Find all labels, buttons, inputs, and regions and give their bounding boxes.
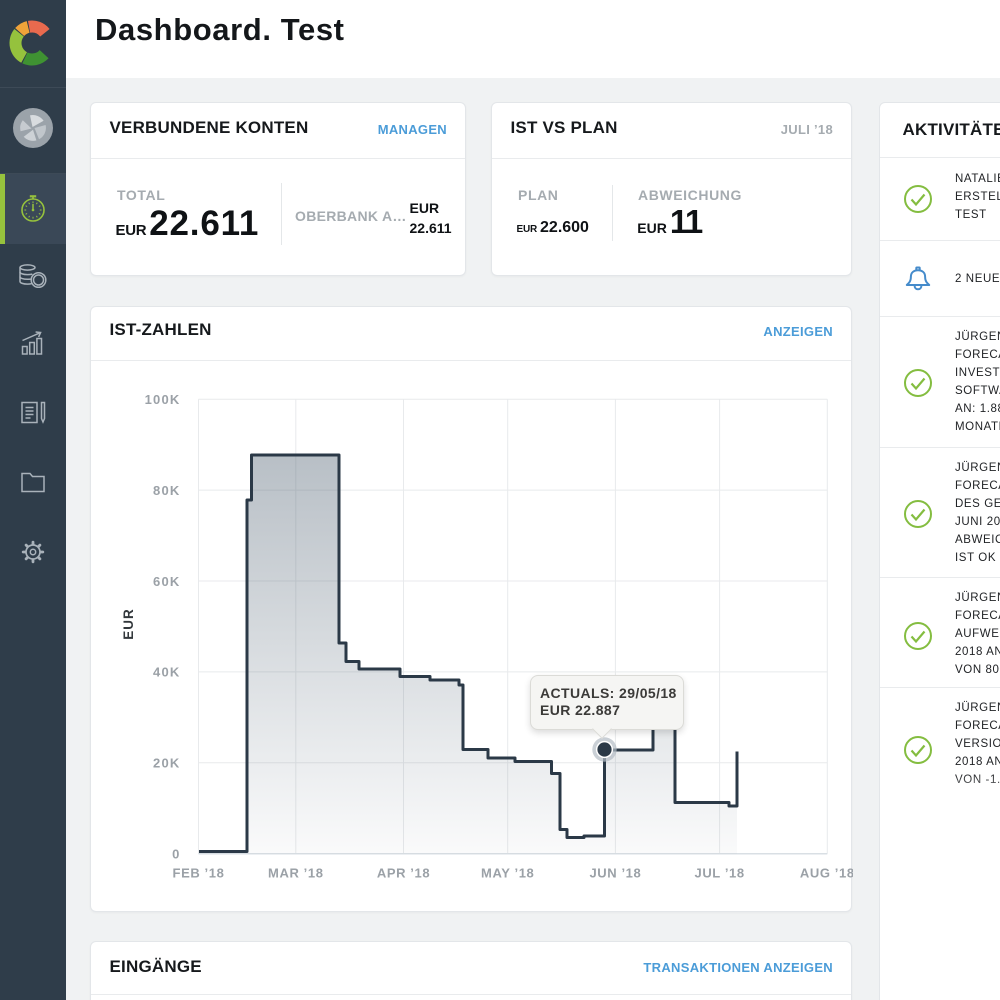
svg-text:EUR: EUR [121,608,136,640]
svg-text:60K: 60K [153,574,180,589]
svg-text:JUN ’18: JUN ’18 [589,866,641,881]
svg-text:80K: 80K [153,483,180,498]
svg-text:FEB ’18: FEB ’18 [173,866,225,881]
svg-text:0: 0 [172,847,180,862]
svg-text:100K: 100K [145,392,181,407]
svg-text:AUG ’18: AUG ’18 [800,866,853,881]
svg-text:APR ’18: APR ’18 [377,866,430,881]
svg-text:MAY ’18: MAY ’18 [481,866,534,881]
svg-text:MAR ’18: MAR ’18 [268,866,324,881]
svg-text:40K: 40K [153,665,180,680]
svg-text:20K: 20K [153,756,180,771]
svg-text:JUL ’18: JUL ’18 [694,866,744,881]
